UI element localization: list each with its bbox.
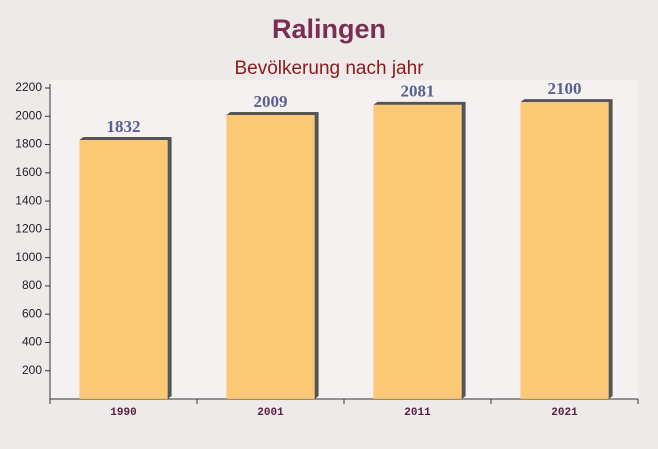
value-label: 1832 (107, 117, 141, 136)
y-tick-label: 1600 (15, 165, 42, 179)
y-tick-label: 1000 (15, 250, 42, 264)
x-tick-label: 2021 (551, 407, 578, 419)
y-tick-label: 2000 (15, 108, 42, 122)
x-tick-label: 2011 (404, 407, 431, 419)
x-tick-label: 1990 (110, 407, 136, 419)
y-tick-label: 400 (22, 335, 42, 349)
bar (373, 104, 462, 400)
bar (520, 102, 609, 400)
chart-title: Ralingen (272, 14, 386, 44)
y-tick-label: 1400 (15, 193, 42, 207)
y-tick-label: 1200 (15, 222, 42, 236)
y-tick-label: 1800 (15, 137, 42, 151)
x-tick-label: 2001 (257, 407, 284, 419)
y-tick-label: 2200 (15, 80, 42, 94)
y-tick-label: 200 (22, 363, 42, 377)
y-tick-label: 600 (22, 306, 42, 320)
bar (226, 115, 315, 399)
chart-subtitle: Bevölkerung nach jahr (234, 58, 424, 79)
value-label: 2100 (548, 79, 582, 98)
y-tick-label: 800 (22, 278, 42, 292)
value-label: 2081 (401, 82, 435, 101)
value-label: 2009 (254, 92, 288, 111)
bar (79, 140, 168, 399)
